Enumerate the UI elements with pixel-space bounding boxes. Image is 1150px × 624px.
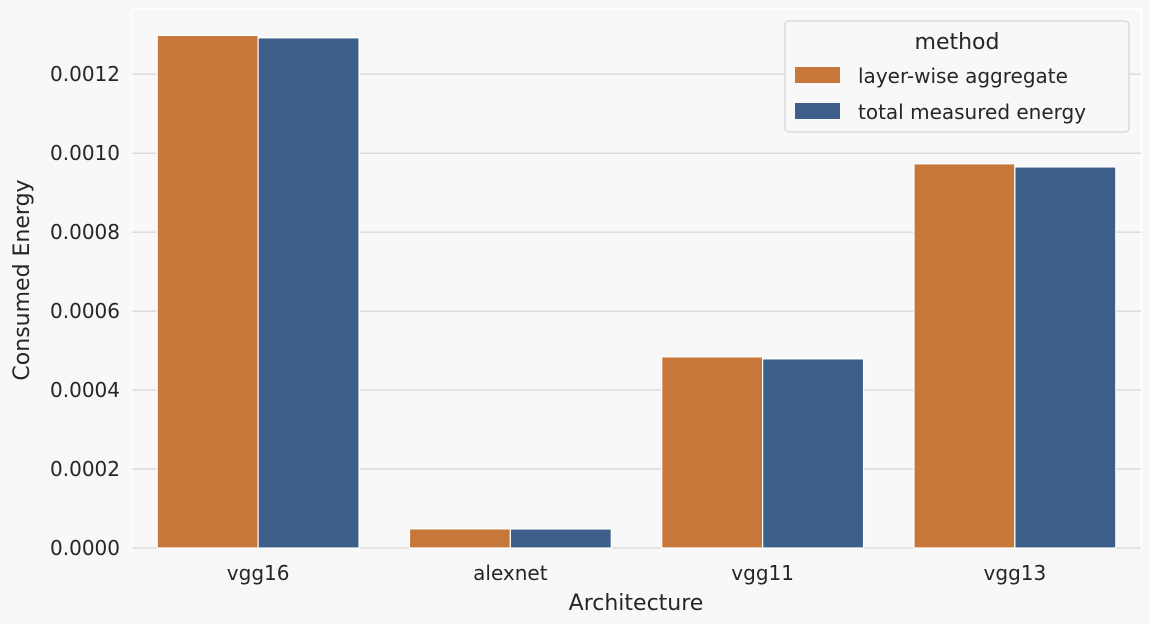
y-tick-label: 0.0006 bbox=[50, 299, 120, 323]
x-tick-label: alexnet bbox=[473, 561, 548, 585]
y-tick-labels: 0.0000 0.0002 0.0004 0.0006 0.0008 0.0010 0.00… bbox=[50, 62, 120, 560]
bar-alexnet-total-measured-energy bbox=[509, 528, 612, 549]
bar-vgg11-layer-wise-aggregate bbox=[661, 356, 764, 549]
x-tick-label: vgg11 bbox=[731, 561, 794, 585]
legend-label-layer-wise-aggregate: layer-wise aggregate bbox=[858, 64, 1068, 88]
legend: method layer-wise aggregate total measur… bbox=[784, 20, 1130, 133]
y-tick-label: 0.0012 bbox=[50, 62, 120, 86]
y-tick-label: 0.0008 bbox=[50, 220, 120, 244]
bar-alexnet-layer-wise-aggregate bbox=[408, 528, 511, 549]
bar-vgg13-layer-wise-aggregate bbox=[913, 163, 1016, 549]
y-tick-label: 0.0000 bbox=[50, 536, 120, 560]
legend-label-total-measured-energy: total measured energy bbox=[858, 100, 1086, 124]
x-tick-label: vgg13 bbox=[984, 561, 1047, 585]
y-tick-label: 0.0004 bbox=[50, 378, 120, 402]
bar-vgg16-total-measured-energy bbox=[257, 37, 360, 549]
bar-vgg13-total-measured-energy bbox=[1014, 166, 1117, 549]
y-tick-label: 0.0010 bbox=[50, 141, 120, 165]
y-axis-title: Consumed Energy bbox=[10, 179, 35, 380]
legend-swatch-total-measured-energy bbox=[795, 103, 840, 119]
x-tick-label: vgg16 bbox=[227, 561, 290, 585]
y-tick-label: 0.0002 bbox=[50, 457, 120, 481]
bar-vgg11-total-measured-energy bbox=[762, 358, 865, 549]
legend-title: method bbox=[915, 30, 1000, 55]
legend-box bbox=[784, 20, 1130, 133]
bar-vgg16-layer-wise-aggregate bbox=[156, 34, 259, 549]
x-tick-labels: vgg16 alexnet vgg11 vgg13 bbox=[227, 561, 1046, 585]
bars bbox=[156, 34, 1117, 549]
x-axis-title: Architecture bbox=[569, 591, 704, 616]
legend-swatch-layer-wise-aggregate bbox=[795, 67, 840, 83]
